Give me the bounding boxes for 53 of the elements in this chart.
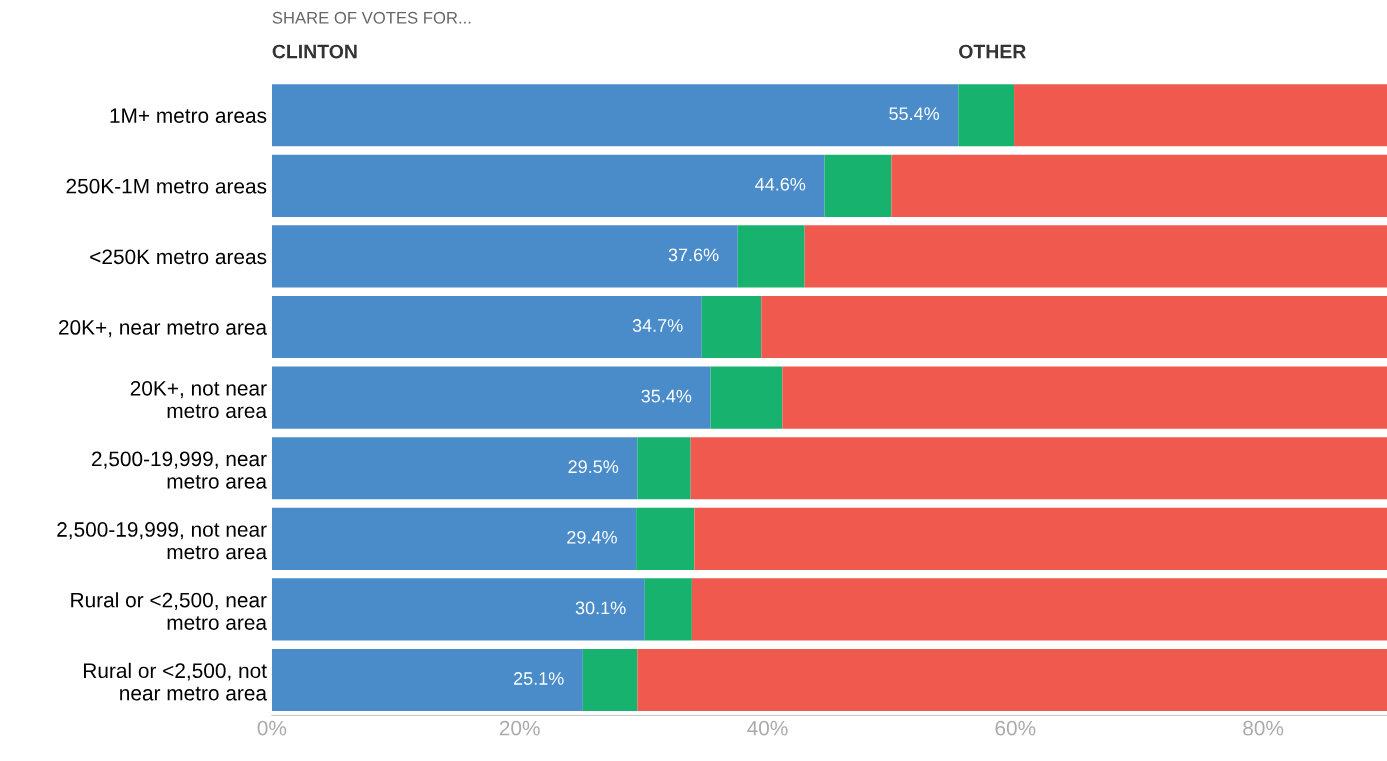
y-tick-label: Rural or <2,500, near metro area — [71, 592, 267, 630]
bar — [1014, 84, 1387, 147]
bar — [271, 225, 738, 288]
bar — [271, 154, 825, 217]
bar — [271, 295, 702, 359]
data-label: 44.6% — [755, 177, 806, 191]
data-label: 30.1% — [575, 601, 626, 615]
bar — [690, 437, 1387, 500]
data-label: 29.5% — [568, 460, 619, 474]
series-label: CLINTON — [272, 44, 357, 59]
bar — [271, 437, 638, 500]
bar — [637, 648, 1387, 712]
y-tick-label: 2,500-19,999, near metro area — [91, 451, 267, 489]
data-label: 29.4% — [567, 530, 617, 544]
data-label: 55.4% — [889, 107, 940, 121]
bar — [804, 225, 1387, 288]
bar — [958, 84, 1015, 147]
bar — [271, 366, 711, 429]
bar — [637, 437, 691, 500]
bar — [691, 578, 1387, 641]
x-tick-label: 60% — [995, 720, 1036, 736]
bar — [782, 366, 1387, 429]
y-tick-label: Rural or <2,500, not near metro area — [83, 662, 267, 701]
bar — [761, 295, 1387, 359]
y-tick-label: 1M+ metro areas — [110, 108, 267, 123]
data-label: 37.6% — [668, 248, 719, 262]
bar — [582, 648, 638, 712]
bar — [271, 648, 583, 712]
bar — [271, 84, 959, 147]
y-tick-label: <250K metro areas — [90, 249, 267, 265]
bar — [737, 225, 805, 288]
bar — [694, 507, 1387, 570]
y-tick-label: 250K-1M metro areas — [66, 178, 267, 194]
bar — [636, 507, 695, 570]
bar — [271, 507, 637, 570]
data-label: 35.4% — [641, 389, 692, 403]
bar — [710, 366, 783, 429]
bar — [271, 578, 645, 641]
bar — [701, 295, 762, 359]
bar — [644, 578, 692, 641]
chart-subtitle: SHARE OF VOTES FOR... — [272, 11, 471, 24]
x-tick-label: 0% — [257, 720, 287, 736]
x-tick-label: 80% — [1243, 720, 1284, 736]
x-tick-label: 40% — [747, 720, 788, 736]
x-tick-label: 20% — [499, 720, 540, 736]
series-label: OTHER — [959, 44, 1026, 59]
bar — [824, 154, 892, 217]
y-tick-label: 20K+, not near metro area — [130, 380, 267, 419]
y-tick-label: 20K+, near metro area — [59, 320, 267, 338]
bar — [891, 154, 1387, 217]
data-label: 25.1% — [513, 672, 564, 685]
y-tick-label: 2,500-19,999, not near metro area — [57, 522, 267, 560]
data-label: 34.7% — [632, 319, 683, 332]
